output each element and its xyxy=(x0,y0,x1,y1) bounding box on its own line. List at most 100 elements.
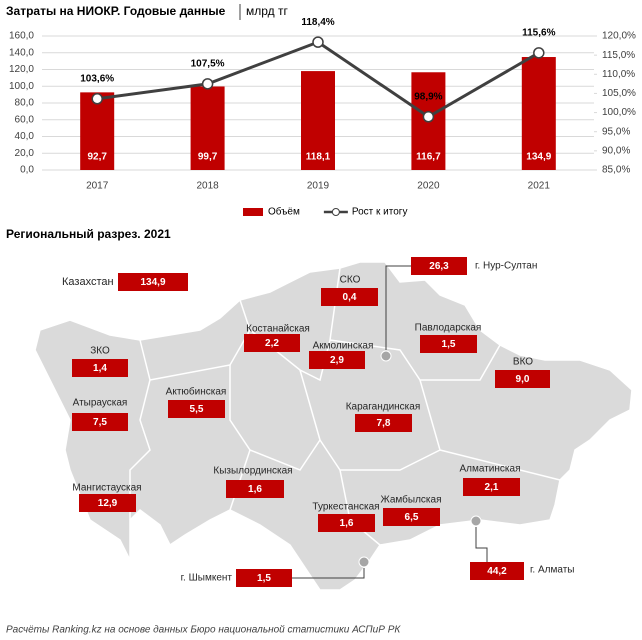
region-box xyxy=(309,351,365,369)
bar-value-label: 99,7 xyxy=(198,152,218,163)
bar-value-label: 134,9 xyxy=(526,152,551,163)
region-box xyxy=(244,334,300,352)
y2-tick-label: 85,0% xyxy=(602,165,630,176)
bar-value-label: 116,7 xyxy=(416,152,441,163)
y-tick-label: 80,0 xyxy=(15,98,35,109)
region-box xyxy=(420,335,477,353)
region-value: 7,8 xyxy=(377,418,391,429)
line-marker xyxy=(533,47,545,59)
line-value-label: 118,4% xyxy=(301,17,334,28)
region-name: Мангистауская xyxy=(72,483,141,494)
region-value: 12,9 xyxy=(98,498,118,509)
x-tick-label: 2018 xyxy=(196,181,219,192)
legend-label: Объём xyxy=(268,206,300,218)
region-value: 1,5 xyxy=(442,339,456,350)
region-box xyxy=(495,370,550,388)
region-value: 6,5 xyxy=(405,512,419,523)
line-marker xyxy=(422,111,435,123)
region-name: г. Алматы xyxy=(530,565,574,576)
region-name: СКО xyxy=(340,275,361,286)
region-name: Атырауская xyxy=(73,398,128,409)
region-name: ЗКО xyxy=(90,346,110,357)
region-value: 2,1 xyxy=(485,482,499,493)
region-name: ВКО xyxy=(513,357,533,368)
line-value-label: 115,6% xyxy=(522,27,555,38)
line-value-label: 107,5% xyxy=(191,58,225,69)
x-tick-label: 2020 xyxy=(417,181,440,192)
region-value: 44,2 xyxy=(487,566,507,577)
region-name: Актюбинская xyxy=(166,386,227,398)
map-shape xyxy=(34,261,633,591)
x-tick-label: 2019 xyxy=(307,181,330,192)
legend-label: Рост к итогу xyxy=(352,207,408,218)
region-box xyxy=(72,413,128,431)
region-value: 1,5 xyxy=(257,573,271,584)
region-value: 2,2 xyxy=(265,338,279,349)
y2-tick-label: 95,0% xyxy=(602,126,630,137)
line-marker xyxy=(201,78,214,90)
region-name: г. Шымкент xyxy=(181,573,233,584)
region-box xyxy=(168,400,225,418)
chart-subtitle: млрд тг xyxy=(246,4,288,18)
region-box xyxy=(118,273,188,291)
region-value: 9,0 xyxy=(516,374,530,385)
region-box xyxy=(411,257,467,275)
region-name: Акмолинская xyxy=(313,341,374,352)
map-title: Региональный разрез. 2021 xyxy=(6,227,171,241)
region-box xyxy=(463,478,520,496)
region-name: Жамбылская xyxy=(381,494,442,506)
region-box xyxy=(72,359,128,377)
region-name: Павлодарская xyxy=(415,323,482,334)
region-box xyxy=(318,514,375,532)
leader-line xyxy=(475,527,488,562)
line-marker xyxy=(312,36,324,48)
y-tick-label: 0,0 xyxy=(20,165,34,176)
region-name: Казахстан xyxy=(62,276,114,288)
region-name: Алматинская xyxy=(460,464,521,475)
region-value: 1,6 xyxy=(248,484,262,495)
region-value: 1,6 xyxy=(340,518,354,529)
bar xyxy=(80,92,115,170)
line-value-label: 103,6% xyxy=(80,73,114,84)
region-name: Карагандинская xyxy=(346,402,421,413)
region-box xyxy=(355,414,412,432)
region-name: Кызылординская xyxy=(213,466,292,477)
region-value: 0,4 xyxy=(343,292,357,303)
line-marker xyxy=(91,93,103,105)
leader-line xyxy=(385,265,411,350)
y2-tick-label: 120,0% xyxy=(602,31,636,42)
region-value: 134,9 xyxy=(140,277,165,288)
source-note: Расчёты Ranking.kz на основе данных Бюро… xyxy=(6,625,401,636)
y2-tick-label: 110,0% xyxy=(602,69,635,80)
y-tick-label: 40,0 xyxy=(15,131,35,142)
region-value: 1,4 xyxy=(93,363,107,374)
leader-line xyxy=(292,568,365,579)
x-tick-label: 2017 xyxy=(86,181,109,192)
region-box xyxy=(321,288,378,306)
bar xyxy=(521,57,556,170)
chart-title: Затраты на НИОКР. Годовые данные xyxy=(6,4,226,18)
bar-value-label: 118,1 xyxy=(306,152,331,163)
region-name: г. Нур-Султан xyxy=(475,261,537,272)
x-tick-label: 2021 xyxy=(528,181,551,192)
y-tick-label: 60,0 xyxy=(15,114,35,125)
y-tick-label: 140,0 xyxy=(9,47,34,58)
region-box xyxy=(79,494,136,512)
y-tick-label: 160,0 xyxy=(9,31,34,42)
region-box xyxy=(383,508,440,526)
bar xyxy=(301,71,335,170)
y-tick-label: 120,0 xyxy=(9,64,34,75)
bar xyxy=(190,86,225,170)
bar-value-label: 92,7 xyxy=(87,152,107,163)
y-tick-label: 100,0 xyxy=(9,81,34,92)
region-value: 2,9 xyxy=(330,355,344,366)
legend-swatch xyxy=(331,208,340,216)
region-value: 7,5 xyxy=(93,417,107,428)
y2-tick-label: 105,0% xyxy=(602,88,636,99)
region-value: 5,5 xyxy=(190,404,204,415)
y2-tick-label: 90,0% xyxy=(602,145,630,156)
region-box xyxy=(236,569,292,587)
region-box xyxy=(470,562,524,580)
city-marker xyxy=(470,515,482,527)
